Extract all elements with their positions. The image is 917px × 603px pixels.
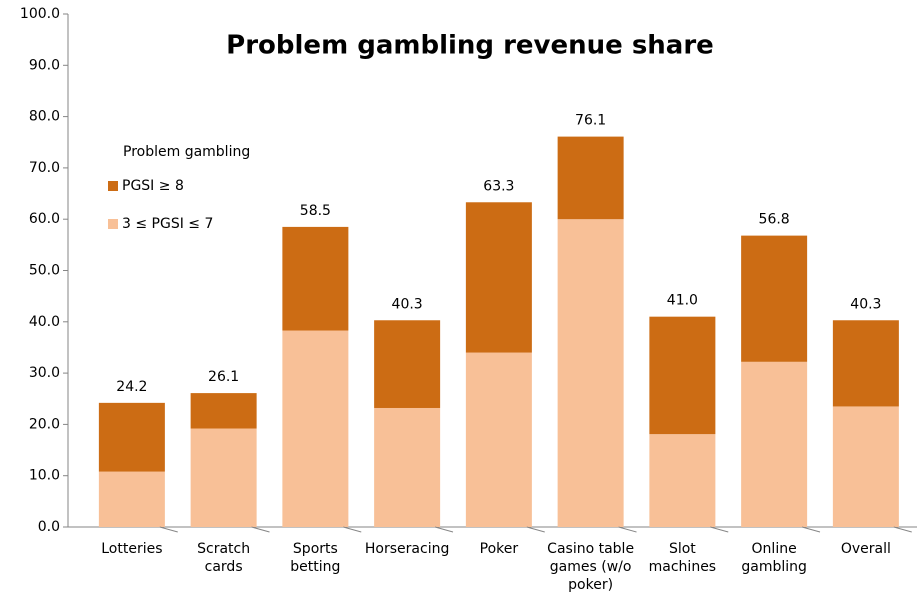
total-label: 24.2 [116, 379, 147, 395]
bar-segment [282, 330, 349, 527]
x-tick-label: Casino table games (w/o poker) [547, 541, 635, 593]
x-tick [893, 526, 912, 533]
total-label: 40.3 [392, 296, 423, 312]
bar-segment [557, 136, 624, 220]
legend-swatch [108, 181, 118, 191]
total-label: 76.1 [575, 113, 606, 129]
x-tick [710, 526, 729, 533]
y-tick-label: 30.0 [29, 365, 60, 381]
total-label: 58.5 [300, 203, 331, 219]
legend-label: PGSI ≥ 8 [122, 178, 184, 194]
chart-title: Problem gambling revenue share [226, 31, 714, 61]
y-tick-label: 10.0 [29, 468, 60, 484]
y-tick-label: 70.0 [29, 160, 60, 176]
bar-segment [98, 471, 165, 527]
x-tick [801, 526, 821, 533]
bar-segment [557, 219, 624, 527]
bar-segment [649, 316, 716, 435]
x-tick [618, 526, 637, 533]
bar-segment [190, 393, 257, 429]
bar-segment [741, 361, 808, 527]
x-tick [343, 526, 362, 533]
total-label: 41.0 [667, 293, 698, 309]
bar-segment [190, 428, 257, 527]
x-tick [434, 526, 454, 533]
y-tick-label: 100.0 [20, 6, 60, 22]
legend-title: Problem gambling [123, 144, 250, 160]
y-tick-label: 20.0 [29, 416, 60, 432]
bar-segment [374, 320, 441, 408]
bar-segment [465, 202, 532, 353]
bar-segment [832, 320, 899, 407]
x-tick-label: Horseracing [364, 541, 450, 557]
x-tick [159, 526, 178, 533]
y-tick-label: 80.0 [29, 109, 60, 125]
bar-segment [98, 402, 165, 472]
x-tick-label: Scratch cards [197, 541, 251, 575]
bar-segment [282, 226, 349, 331]
x-tick [526, 526, 545, 533]
legend-label: 3 ≤ PGSI ≤ 7 [122, 216, 213, 232]
x-tick-label: Poker [479, 541, 519, 557]
x-tick-label: Lotteries [101, 541, 163, 557]
total-label: 40.3 [850, 296, 881, 312]
y-tick-label: 0.0 [38, 519, 60, 535]
bar-segment [832, 406, 899, 527]
bar-segment [741, 235, 808, 362]
x-tick-label: Online gambling [741, 541, 807, 575]
x-tick-label: Slot machines [648, 541, 717, 575]
x-tick-label: Overall [840, 541, 891, 557]
bar-segment [465, 352, 532, 527]
bar-segment [649, 434, 716, 527]
x-tick [251, 526, 270, 533]
x-tick-label: Sports betting [290, 541, 341, 575]
y-tick-label: 60.0 [29, 211, 60, 227]
y-tick-label: 90.0 [29, 57, 60, 73]
y-tick-label: 40.0 [29, 314, 60, 330]
legend-swatch [108, 219, 118, 229]
y-tick-label: 50.0 [29, 263, 60, 279]
total-label: 63.3 [483, 178, 514, 194]
total-label: 56.8 [759, 212, 790, 228]
bar-segment [374, 407, 441, 527]
total-label: 26.1 [208, 369, 239, 385]
